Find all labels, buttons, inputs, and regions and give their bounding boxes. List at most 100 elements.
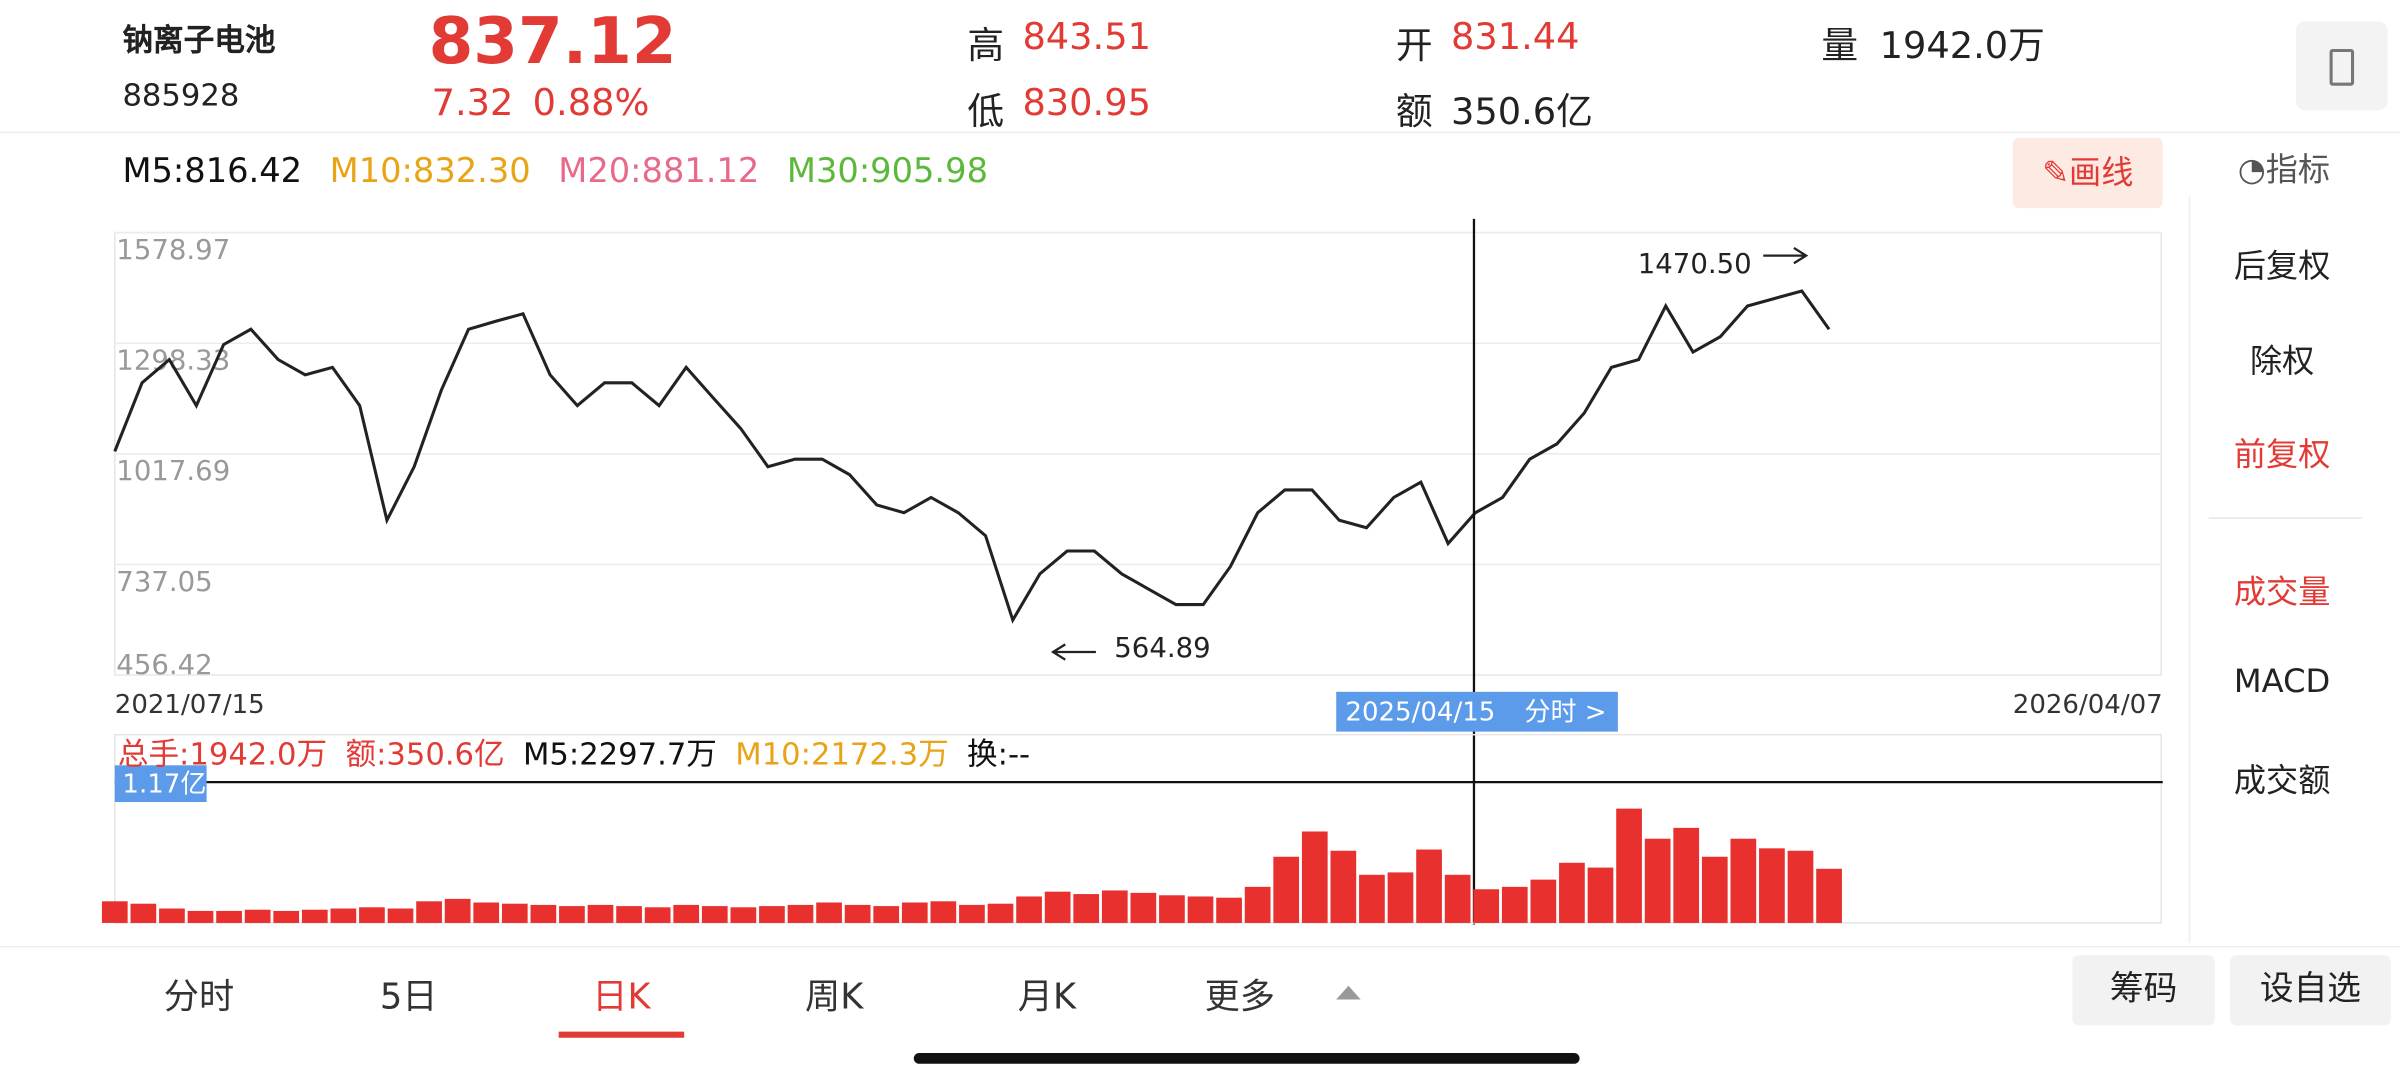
volume-bar [1530, 879, 1557, 923]
volume-bar [416, 901, 442, 923]
volume-bar [359, 907, 385, 923]
divider [0, 945, 2400, 948]
volume-bar [816, 902, 842, 923]
low-value: 830.95 [1022, 81, 1151, 124]
volume-bar [444, 898, 471, 923]
volume-legend: 额:350.6亿 [345, 738, 504, 773]
indicator-button[interactable]: ◔指标 [2237, 151, 2331, 189]
y-tick-label: 737.05 [116, 566, 212, 598]
volume-bar [101, 901, 128, 923]
stock-name: 钠离子电池 [122, 21, 276, 59]
volume-bar [730, 907, 757, 923]
volume-bar [1301, 831, 1328, 923]
home-indicator [913, 1053, 1580, 1064]
volume-bar [1101, 890, 1128, 923]
price: 837.12 [428, 3, 677, 79]
device-button[interactable] [2295, 21, 2388, 111]
volume-bar [1644, 838, 1671, 923]
change: 7.32 [431, 81, 514, 124]
volume-bar [1559, 862, 1585, 923]
y-tick-label: 1017.69 [116, 455, 230, 487]
volume-bar [1587, 867, 1614, 923]
volume-bar [159, 908, 185, 923]
volume-bar [759, 906, 785, 923]
volume-bar [673, 904, 700, 923]
device-icon [2329, 48, 2355, 86]
x-label: 2021/07/15 [115, 690, 265, 720]
volume-bar [987, 903, 1014, 923]
ma-item: M5:816.42 [122, 153, 303, 192]
volume-bar [244, 909, 271, 923]
divider [0, 131, 2400, 134]
volume-bar [216, 910, 242, 923]
watchlist-button[interactable]: 设自选 [2230, 955, 2391, 1026]
volume-bar [1044, 891, 1071, 923]
tab-underline [558, 1031, 685, 1038]
amount-label: 额 [1395, 90, 1433, 134]
chip-button[interactable]: 筹码 [2072, 955, 2215, 1026]
more-arrow[interactable] [1336, 985, 1361, 1000]
volume-bar [1416, 849, 1442, 923]
tab[interactable]: 周K [805, 978, 864, 1018]
volume-bar [1216, 897, 1242, 923]
tab[interactable]: 日K [592, 978, 651, 1018]
volume-bar [587, 904, 614, 923]
side-menu-item[interactable]: 后复权 [2233, 247, 2331, 285]
volume-bar [616, 906, 642, 923]
volume-bar [1759, 848, 1785, 923]
volume-bar [1244, 886, 1271, 923]
open-label: 开 [1395, 24, 1433, 68]
volume-legend: M10:2172.3万 [735, 738, 948, 773]
side-menu-item[interactable]: 成交额 [2233, 762, 2331, 799]
tab[interactable]: 更多 [1204, 978, 1275, 1018]
volume-bar [1016, 896, 1042, 923]
side-menu-item[interactable]: 除权 [2249, 342, 2315, 380]
volume-bar [1130, 892, 1157, 923]
volume-bar [1187, 896, 1214, 923]
side-menu-item[interactable]: 成交量 [2233, 573, 2331, 611]
volume-bar [530, 904, 557, 923]
amount-value: 350.6亿 [1451, 90, 1593, 134]
side-menu-item[interactable]: 前复权 [2233, 436, 2331, 473]
volume-bar [1701, 856, 1728, 923]
volume-bar [844, 904, 871, 923]
volume-bar [1473, 889, 1500, 923]
tab[interactable]: 分时 [163, 978, 235, 1018]
min-arrow [1050, 643, 1096, 661]
volume-bar [1330, 850, 1357, 923]
volume-bar [1073, 894, 1100, 923]
crosshair-tag[interactable] [1336, 691, 1618, 732]
volume-bar [130, 903, 157, 923]
min-annotation: 564.89 [1114, 632, 1210, 664]
low-label: 低 [967, 90, 1005, 134]
y-tick-label: 1578.97 [116, 234, 230, 266]
y-tick-label: 1298.33 [116, 345, 230, 377]
ma-item: M10:832.30 [329, 153, 531, 192]
draw-button[interactable]: ✎画线 [2012, 137, 2163, 209]
tab[interactable]: 5日 [379, 978, 438, 1018]
volume-bar [473, 902, 500, 923]
indicator-label: 指标 [2265, 151, 2331, 189]
volume-bar [1444, 874, 1471, 923]
ma-legend: M5:816.42 M10:832.30 M20:881.12 M30:905.98 [122, 153, 1015, 191]
volume-bar [501, 903, 528, 923]
volume-bar [901, 902, 928, 923]
volume-bar [187, 910, 214, 923]
volume-tick-tag [114, 765, 207, 803]
crosshair-link: 分时 > [1524, 698, 1606, 728]
volume-bar [1273, 856, 1300, 923]
volume-bar [1359, 874, 1385, 923]
volume-bar [1787, 850, 1814, 923]
volume-bar [1816, 868, 1842, 923]
volume-bar [701, 906, 728, 923]
stock-code: 885928 [122, 76, 240, 114]
side-menu-item[interactable]: MACD [2233, 662, 2331, 700]
crosshair-date: 2025/04/15 [1345, 698, 1495, 728]
draw-label: 画线 [2069, 154, 2134, 192]
tab[interactable]: 月K [1017, 978, 1077, 1018]
volume-bar [273, 910, 300, 923]
